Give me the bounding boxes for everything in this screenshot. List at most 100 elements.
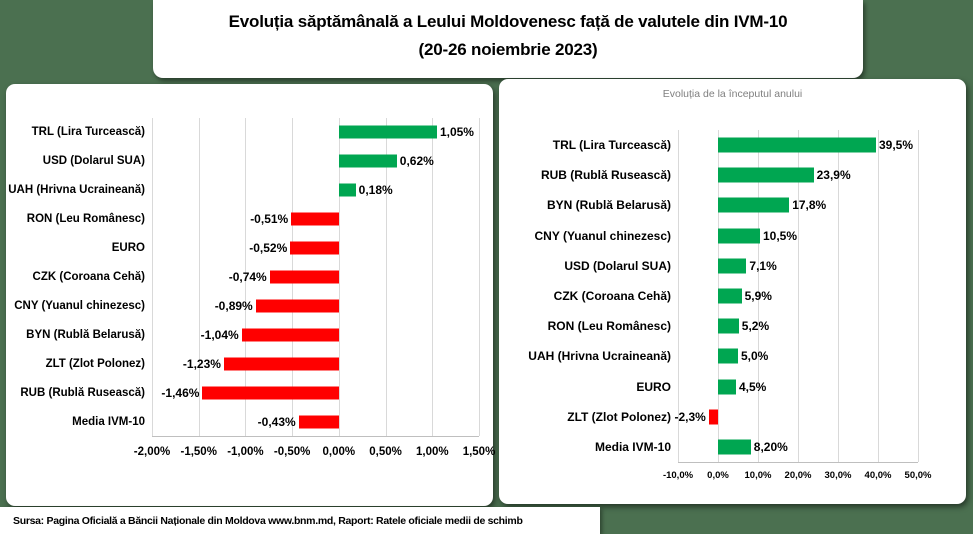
category-label: USD (Dolarul SUA) <box>42 155 145 168</box>
axis-tick-label: 10,0% <box>744 470 772 481</box>
value-label: -0,89% <box>214 298 253 313</box>
chart-row: ZLT (Zlot Polonez) -1,23% <box>6 349 479 378</box>
gridline <box>479 118 480 436</box>
axis-tick-label: 40,0% <box>864 470 892 481</box>
value-label: -0,51% <box>250 212 289 227</box>
bar <box>717 318 739 334</box>
plot-cell: 8,20% <box>678 432 918 462</box>
plot-cell: 5,0% <box>678 341 918 371</box>
weekly-change-chart-panel: TRL (Lira Turcească) 1,05% USD (Dolarul SU… <box>6 84 496 506</box>
plot-cell: 5,2% <box>678 311 918 341</box>
bar <box>717 288 742 304</box>
source-strip: Sursa: Pagina Oficială a Băncii Național… <box>0 507 600 534</box>
value-label: 5,0% <box>741 349 769 364</box>
value-label: 1,05% <box>439 125 474 140</box>
bar <box>717 167 814 183</box>
chart-row: TRL (Lira Turcească) 1,05% <box>6 118 479 147</box>
plot-cell: -1,04% <box>152 320 479 349</box>
chart-subtitle: Evoluția de la începutul anului <box>662 88 803 100</box>
axis-tick-label: 0,0% <box>707 470 729 481</box>
category-label: BYN (Rublă Belarusă) <box>546 198 671 213</box>
axis-tick-label: 0,00% <box>322 446 356 458</box>
bar <box>338 183 356 197</box>
chart-row: USD (Dolarul SUA) 0,62% <box>6 147 479 176</box>
bar <box>708 409 718 425</box>
bar <box>298 415 339 429</box>
chart-row: RON (Leu Românesc) -0,51% <box>6 205 479 234</box>
plot-cell: 10,5% <box>678 221 918 251</box>
plot-cell: 0,62% <box>152 147 479 176</box>
bar <box>269 270 339 284</box>
plot-cell: 5,9% <box>678 281 918 311</box>
chart-row: EURO -0,52% <box>6 234 479 263</box>
value-label: -1,23% <box>182 356 221 371</box>
value-label: -1,04% <box>200 327 239 342</box>
category-label: EURO <box>111 242 145 255</box>
category-label: TRL (Lira Turcească) <box>552 138 671 153</box>
gridline <box>385 118 387 436</box>
bar <box>717 258 747 274</box>
axis-tick-label: -1,00% <box>227 446 264 458</box>
plot-cell: -0,52% <box>152 234 479 263</box>
gridline <box>432 118 434 436</box>
value-label: 8,20% <box>753 439 788 454</box>
plot-cell: -1,46% <box>152 378 479 407</box>
chart-row: BYN (Rublă Belarusă) 17,8% <box>499 190 918 220</box>
value-label: 7,1% <box>749 258 777 273</box>
axis-tick-label: -1,50% <box>180 446 217 458</box>
gridline <box>878 130 879 462</box>
category-label: RON (Leu Românesc) <box>26 213 145 226</box>
category-label: RUB (Rublă Rusească) <box>20 386 145 399</box>
axis-layer: -10,0% 0,0% 10,0% 20,0% 30,0% 40,0% 50,0% <box>663 470 932 486</box>
plot-cell: -2,3% <box>674 402 918 432</box>
value-label: -2,3% <box>674 409 706 424</box>
page-title-line1: Evoluția săptămânală a Leului Moldovenes… <box>228 12 788 31</box>
value-label: -1,46% <box>161 385 200 400</box>
plot-cell: 0,18% <box>152 176 479 205</box>
value-label: 4,5% <box>739 379 767 394</box>
category-label: USD (Dolarul SUA) <box>564 258 671 273</box>
plot-cell: -0,43% <box>152 407 479 436</box>
axis-tick-label: 30,0% <box>824 470 852 481</box>
page-title-line2: (20-26 noiembrie 2023) <box>418 40 598 60</box>
value-label: -0,52% <box>249 241 288 256</box>
bar <box>202 386 339 400</box>
category-label: CNY (Yuanul chinezesc) <box>14 299 145 312</box>
chart-row: Media IVM-10 -0,43% <box>6 407 479 436</box>
category-label: ZLT (Zlot Polonez) <box>567 409 671 424</box>
chart-row: ZLT (Zlot Polonez) -2,3% <box>499 402 918 432</box>
bar <box>717 137 876 153</box>
axis-tick-label: -10,0% <box>662 470 694 481</box>
chart-row: CZK (Coroana Cehă) 5,9% <box>499 281 918 311</box>
plot-cell: 17,8% <box>678 190 918 220</box>
bar <box>338 125 437 139</box>
plot-cell: 4,5% <box>678 372 918 402</box>
category-label: UAH (Hrivna Ucraineană) <box>528 349 671 364</box>
value-label: 5,2% <box>741 319 770 334</box>
plot-cell: -0,51% <box>152 205 479 234</box>
plot-cell: -0,74% <box>152 263 479 292</box>
gridline <box>757 130 759 462</box>
value-label: 17,8% <box>792 198 827 213</box>
source-text: Sursa: Pagina Oficială a Băncii Național… <box>13 514 523 527</box>
chart-row: CZK (Coroana Cehă) -0,74% <box>6 263 479 292</box>
category-label: CZK (Coroana Cehă) <box>553 289 671 304</box>
axis-tick-label: 20,0% <box>784 470 812 481</box>
chart-row: RUB (Rublă Rusească) -1,46% <box>6 378 479 407</box>
bar <box>717 197 790 213</box>
axis-layer: -2,00% -1,50% -1,00% -0,50% 0,00% 0,50% 1,00% 1… <box>134 446 496 462</box>
chart-row: USD (Dolarul SUA) 7,1% <box>499 251 918 281</box>
axis-tick-label: -2,00% <box>133 446 171 458</box>
gridline <box>798 130 799 462</box>
chart-row: UAH (Hrivna Ucraineană) 5,0% <box>499 341 918 371</box>
value-label: 5,9% <box>744 289 772 304</box>
chart-row: CNY (Yuanul chinezesc) 10,5% <box>499 221 918 251</box>
category-label: ZLT (Zlot Polonez) <box>45 357 145 370</box>
axis-tick-label: 50,0% <box>904 470 932 481</box>
title-box: Evoluția săptămânală a Leului Moldovenes… <box>153 0 863 78</box>
plot-cell: -1,23% <box>152 349 479 378</box>
bar <box>717 379 736 395</box>
value-label: -0,74% <box>228 269 267 284</box>
gridline <box>152 118 153 436</box>
